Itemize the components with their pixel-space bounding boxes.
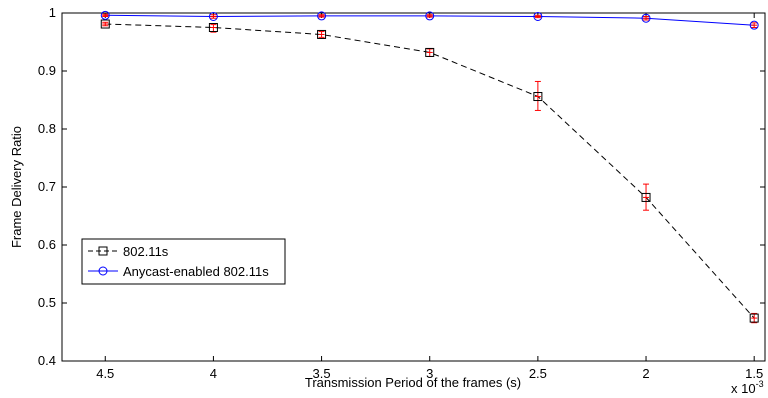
data-point-circle — [425, 11, 435, 21]
data-point-circle — [100, 10, 110, 20]
x-axis-multiplier: x 10-3 — [731, 379, 764, 396]
data-point-circle — [749, 20, 759, 30]
data-point-circle — [317, 11, 327, 21]
legend: 802.11s Anycast-enabled 802.11s — [81, 238, 286, 285]
data-point-circle — [641, 13, 651, 23]
x-axis-multiplier-exponent: -3 — [756, 379, 764, 389]
data-point-square — [100, 19, 110, 29]
data-point-square — [749, 313, 759, 323]
y-axis-title: Frame Delivery Ratio — [9, 126, 24, 248]
plot-area — [61, 12, 766, 362]
x-tick-label: 3 — [426, 366, 433, 381]
series-markers — [100, 10, 759, 323]
legend-marker-circle — [98, 266, 108, 276]
data-point-square — [425, 47, 435, 57]
x-axis: 4.5 4 3.5 3 2.5 2 1.5 — [96, 13, 763, 381]
error-bars — [102, 13, 758, 324]
legend-marker-square — [98, 246, 108, 256]
legend-label-802-11s: 802.11s — [123, 244, 169, 259]
y-tick-label: 0.8 — [38, 121, 56, 136]
x-tick-label: 2 — [642, 366, 649, 381]
data-point-square — [641, 192, 651, 202]
x-tick-label: 3.5 — [313, 366, 331, 381]
legend-label-anycast: Anycast-enabled 802.11s — [123, 264, 269, 279]
x-axis-title: Transmission Period of the frames (s) — [305, 375, 521, 390]
y-tick-label: 0.6 — [38, 237, 56, 252]
legend-box — [81, 238, 286, 285]
x-tick-label: 1.5 — [745, 366, 763, 381]
data-point-square — [317, 29, 327, 39]
y-tick-label: 1 — [49, 5, 56, 20]
x-tick-label: 4.5 — [96, 366, 114, 381]
x-tick-label: 2.5 — [529, 366, 547, 381]
data-point-circle — [208, 11, 218, 21]
x-axis-multiplier-base: x 10 — [731, 381, 756, 396]
y-axis: 0.4 0.5 0.6 0.7 0.8 0.9 1 — [38, 5, 765, 368]
data-point-square — [533, 92, 543, 102]
y-tick-label: 0.7 — [38, 179, 56, 194]
y-tick-label: 0.9 — [38, 63, 56, 78]
y-tick-label: 0.5 — [38, 295, 56, 310]
data-point-circle — [533, 11, 543, 21]
y-tick-label: 0.4 — [38, 353, 56, 368]
x-tick-label: 4 — [210, 366, 217, 381]
data-point-square — [208, 23, 218, 32]
